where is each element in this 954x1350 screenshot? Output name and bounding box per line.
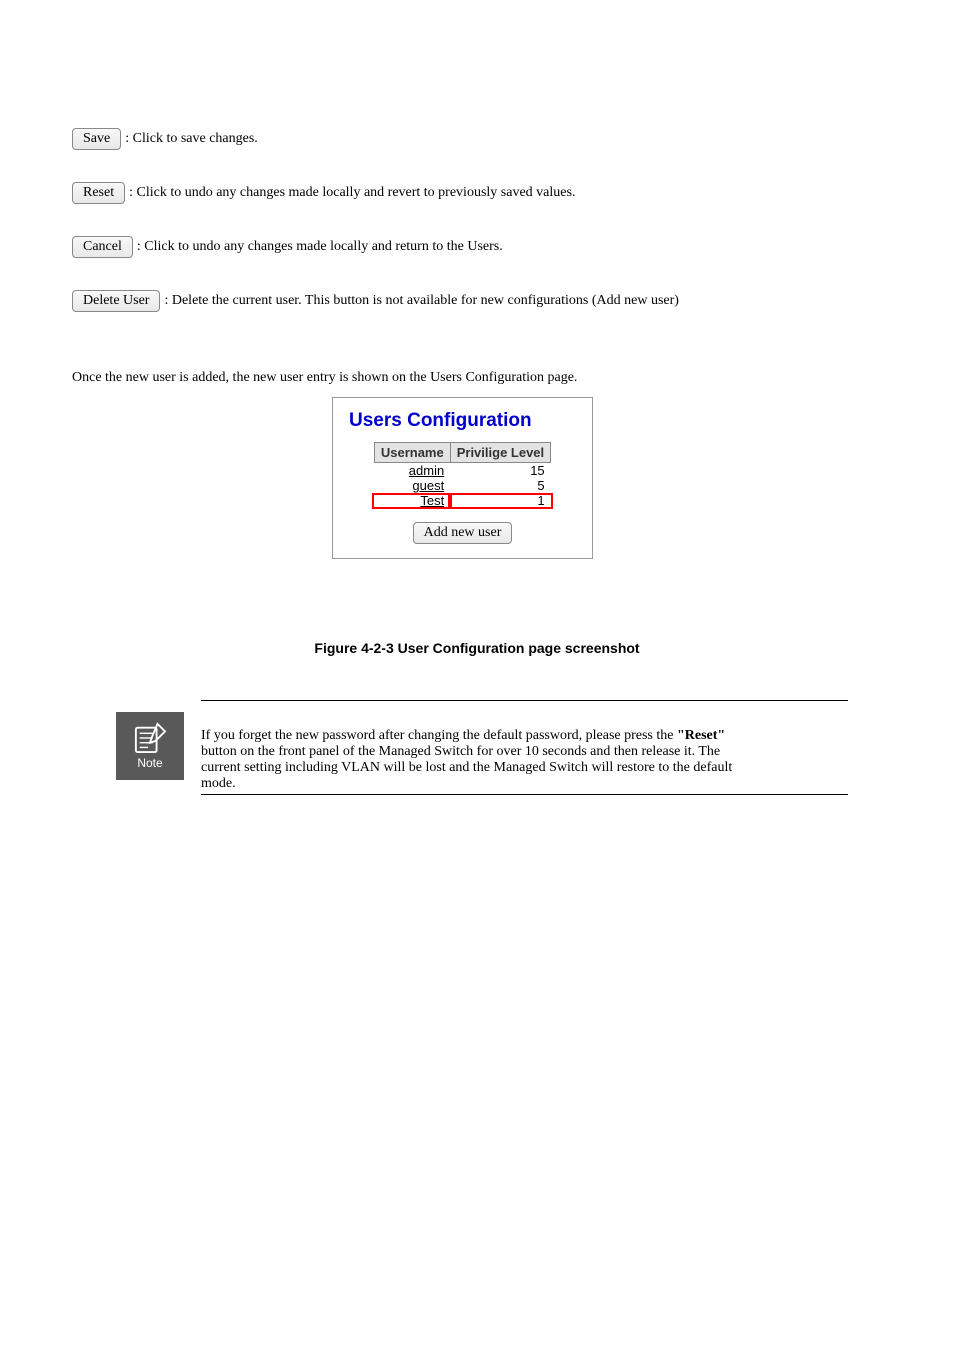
figure-caption: Figure 4-2-3 User Configuration page scr…: [314, 640, 639, 656]
note-icon: Note: [116, 712, 184, 780]
user-level: 15: [450, 463, 550, 479]
panel-title: Users Configuration: [349, 410, 576, 432]
user-link-admin[interactable]: admin: [409, 463, 444, 478]
users-table: Username Privilige Level admin 15 guest …: [374, 442, 551, 508]
save-button[interactable]: Save: [72, 128, 121, 150]
col-username: Username: [374, 443, 450, 463]
note-text: If you forget the new password after cha…: [201, 728, 761, 792]
reset-button[interactable]: Reset: [72, 182, 125, 204]
col-priv-level: Privilige Level: [450, 443, 550, 463]
note-bottom-line: [201, 794, 848, 795]
user-level: 5: [450, 478, 550, 493]
table-row: admin 15: [374, 463, 550, 479]
users-config-panel: Users Configuration Username Privilige L…: [332, 397, 593, 559]
note-icon-label: Note: [137, 756, 162, 770]
save-desc: : Click to save changes.: [125, 131, 258, 146]
cancel-button[interactable]: Cancel: [72, 236, 133, 258]
user-level: 1: [537, 493, 544, 508]
intro-text: Once the new user is added, the new user…: [72, 368, 577, 388]
user-link-guest[interactable]: guest: [412, 478, 444, 493]
user-link-test[interactable]: Test: [420, 493, 444, 508]
delete-user-button[interactable]: Delete User: [72, 290, 160, 312]
table-row: guest 5: [374, 478, 550, 493]
add-new-user-button[interactable]: Add new user: [413, 522, 513, 544]
reset-desc: : Click to undo any changes made locally…: [129, 185, 575, 200]
cancel-desc: : Click to undo any changes made locally…: [137, 239, 503, 254]
note-top-line: [201, 700, 848, 701]
delete-user-desc: : Delete the current user. This button i…: [164, 293, 679, 308]
table-row-highlighted: Test 1: [374, 493, 550, 508]
